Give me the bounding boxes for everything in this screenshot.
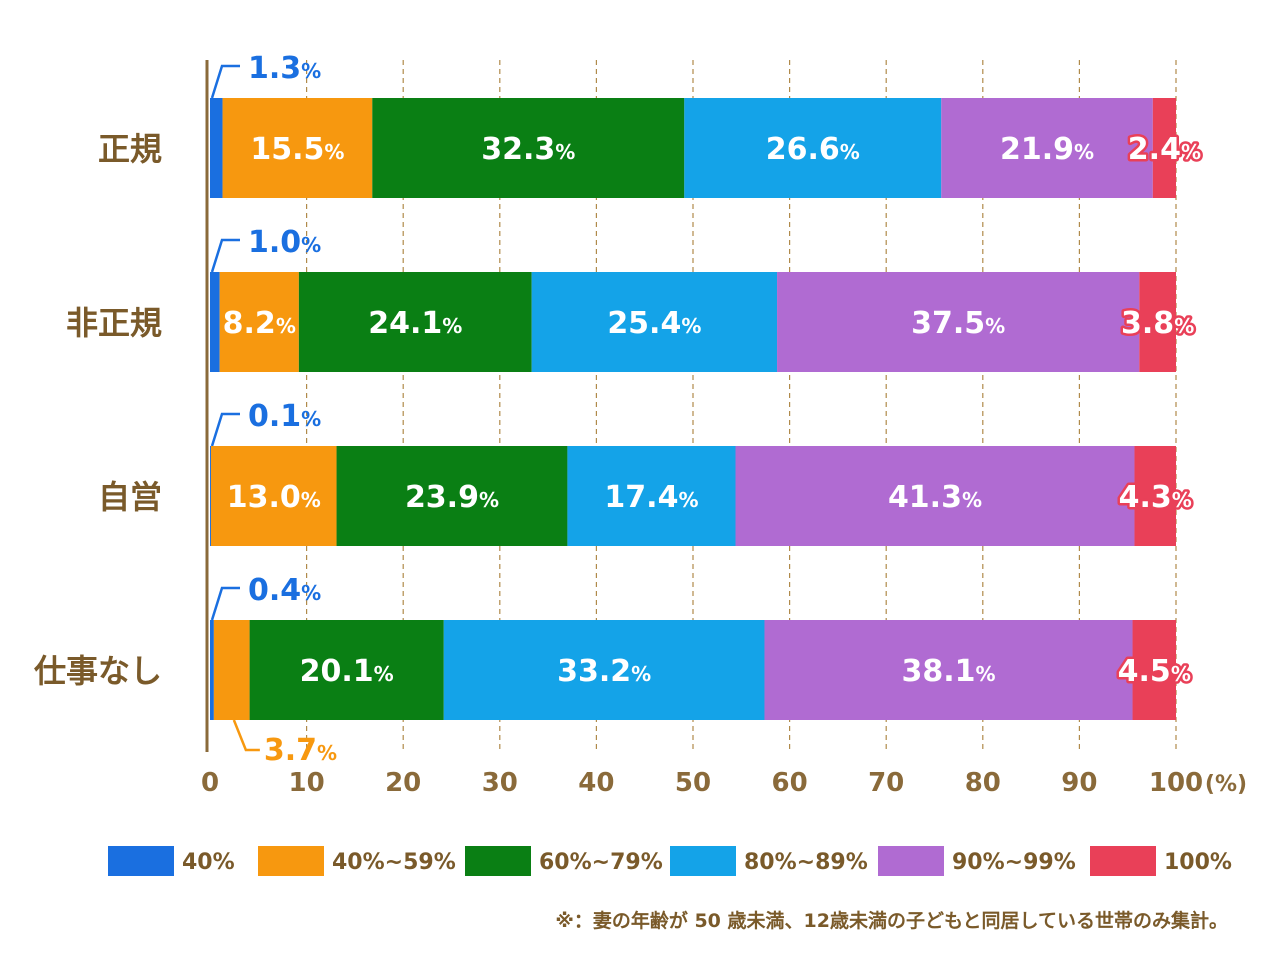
bar-segment [298,272,532,372]
footnote: ※：妻の年齢が 50 歳未満、12歳未満の子どもと同居している世帯のみ集計。 [555,910,1228,932]
bar-segment [336,446,568,546]
legend-label: 40%~59% [332,850,456,875]
x-axis-unit: (%) [1205,772,1247,797]
legend-label: 60%~79% [539,850,663,875]
x-tick-label: 0 [201,768,219,798]
legend-swatch [878,846,944,876]
x-tick-label: 90 [1061,768,1097,798]
bar-segment [1152,98,1176,198]
bar-segment [531,272,778,372]
bar-segment [777,272,1140,372]
x-tick-label: 70 [868,768,904,798]
legend-label: 100% [1164,850,1232,875]
data-label: 4.3% [1119,480,1192,515]
bar-segment [249,620,444,720]
x-tick-label: 30 [482,768,518,798]
x-tick-label: 50 [675,768,711,798]
data-label: 41.3% [888,480,982,515]
x-tick-label: 10 [289,768,325,798]
callout-line [210,238,240,273]
legend-swatch [108,846,174,876]
data-label: 3.8% [1121,306,1194,341]
x-tick-label: 80 [965,768,1001,798]
bar-segment [567,446,736,546]
data-label: 8.2% [223,306,296,341]
callout-line [210,64,240,99]
legend-swatch [670,846,736,876]
category-label: 自営 [98,478,162,516]
bar-segment [1139,272,1176,372]
legend-swatch [258,846,324,876]
bar-segment [1134,446,1176,546]
data-label: 23.9% [405,480,499,515]
x-tick-label: 20 [385,768,421,798]
legend-label: 80%~89% [744,850,868,875]
bar-segment [684,98,942,198]
bar-segment [219,272,299,372]
bar-segment [941,98,1153,198]
bar-segment [764,620,1133,720]
category-label: 正規 [98,130,162,168]
data-label: 0.4% [248,573,321,608]
x-tick-label: 100 [1149,768,1203,798]
data-label: 0.1% [248,399,321,434]
bar-segment [210,446,211,546]
bar-segment [735,446,1135,546]
bar-segment [210,98,223,198]
data-label: 3.7% [264,733,337,768]
data-label: 1.0% [248,225,321,260]
callout-line [232,719,260,752]
category-label: 仕事なし [34,652,162,690]
bar-segment [443,620,765,720]
callout-line [210,412,240,447]
bar-segment [210,620,214,720]
category-label: 非正規 [66,304,162,342]
legend-label: 90%~99% [952,850,1076,875]
data-label: 4.5% [1118,654,1191,689]
data-label: 1.3% [248,51,321,86]
bar-segment [372,98,685,198]
legend-swatch [465,846,531,876]
bar-segment [213,620,250,720]
bar-segment [1132,620,1176,720]
legend-swatch [1090,846,1156,876]
legend-label: 40% [182,850,235,875]
x-tick-label: 40 [578,768,614,798]
data-label: 2.4% [1128,132,1201,167]
bar-segment [222,98,373,198]
x-tick-label: 60 [772,768,808,798]
bar-segment [210,446,337,546]
callout-line [210,586,240,621]
bar-segment [210,272,220,372]
